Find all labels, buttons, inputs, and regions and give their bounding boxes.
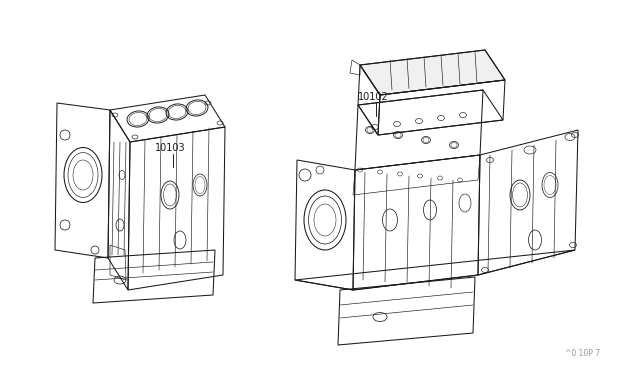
Polygon shape	[360, 50, 505, 95]
Text: ^0 10P 7: ^0 10P 7	[565, 349, 600, 358]
Text: 10103: 10103	[155, 143, 186, 153]
Text: 10102: 10102	[358, 92, 388, 102]
